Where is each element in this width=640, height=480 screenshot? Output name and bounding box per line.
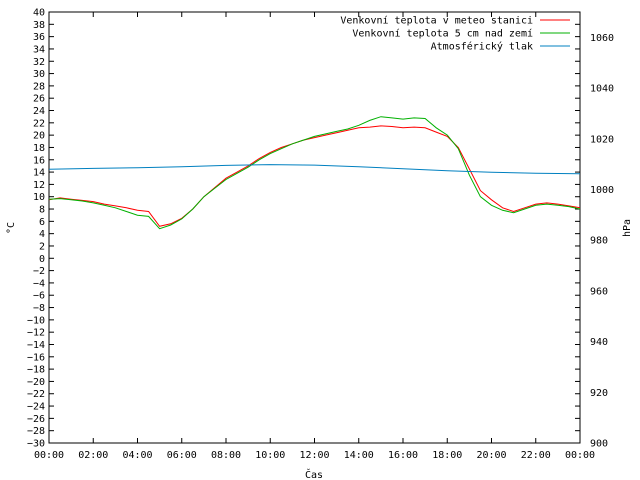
- y2-tick-label: 920: [590, 388, 608, 399]
- y2-tick-label: 1040: [590, 84, 614, 95]
- x-axis-label: Čas: [305, 468, 323, 480]
- y-tick-label: −28: [27, 426, 45, 437]
- x-tick-label: 00:00: [34, 450, 64, 461]
- x-tick-label: 04:00: [122, 450, 152, 461]
- y-tick-label: 40: [33, 8, 45, 19]
- series-line-3: [48, 164, 581, 175]
- y-tick-label: −30: [27, 439, 45, 450]
- y-tick-label: −8: [33, 303, 45, 314]
- x-tick-label: 14:00: [344, 450, 374, 461]
- y-tick-label: 18: [33, 143, 45, 154]
- y-tick-label: −16: [27, 352, 45, 363]
- y-tick-label: −4: [33, 278, 45, 289]
- x-axis-ticks: 00:00 02:00 04:00 06:00 08:00 10:00 12:00 14:00…: [34, 12, 595, 461]
- y2-tick-label: 1020: [590, 134, 614, 145]
- y-axis-ticks: −30−28−26−24−22−20−18−16−14−12−10−8−6−4−…: [27, 8, 580, 450]
- y-tick-label: 26: [33, 94, 45, 105]
- x-tick-label: 08:00: [211, 450, 241, 461]
- y2-tick-label: 980: [590, 236, 608, 247]
- y-tick-label: 10: [33, 192, 45, 203]
- legend-label-1: Venkovní teplota v meteo stanici: [340, 15, 533, 27]
- y-tick-label: 2: [39, 241, 45, 252]
- y-tick-label: 32: [33, 57, 45, 68]
- legend-label-3: Atmosférický tlak: [431, 41, 533, 53]
- x-tick-label: 10:00: [255, 450, 285, 461]
- y-tick-label: 30: [33, 69, 45, 80]
- y-tick-label: 8: [39, 205, 45, 216]
- y-tick-label: −20: [27, 377, 45, 388]
- y-tick-label: −10: [27, 315, 45, 326]
- y-tick-label: 6: [39, 217, 45, 228]
- series-line-1: [48, 125, 581, 227]
- y-tick-label: 34: [33, 44, 45, 55]
- y-tick-label: 36: [33, 32, 45, 43]
- y-tick-label: −26: [27, 414, 45, 425]
- y-tick-label: −12: [27, 328, 45, 339]
- series-lines: [48, 116, 581, 230]
- x-tick-label: 02:00: [78, 450, 108, 461]
- legend-label-2: Venkovní teplota 5 cm nad zemí: [352, 28, 533, 40]
- y-tick-label: 20: [33, 131, 45, 142]
- y-tick-label: −22: [27, 389, 45, 400]
- series-line-2: [48, 116, 581, 230]
- x-tick-label: 16:00: [388, 450, 418, 461]
- y2-tick-label: 940: [590, 337, 608, 348]
- y-tick-label: −2: [33, 266, 45, 277]
- x-tick-label: 00:00: [565, 450, 595, 461]
- y-axis-label: °C: [6, 222, 17, 234]
- y2-tick-label: 1060: [590, 33, 614, 44]
- y-tick-label: 4: [39, 229, 45, 240]
- y-tick-label: 22: [33, 118, 45, 129]
- y2-tick-label: 960: [590, 286, 608, 297]
- y-tick-label: 28: [33, 81, 45, 92]
- y-tick-label: 0: [39, 254, 45, 265]
- y-tick-label: −6: [33, 291, 45, 302]
- x-tick-label: 18:00: [432, 450, 462, 461]
- legend: Venkovní teplota v meteo staniciVenkovní…: [340, 15, 570, 53]
- x-tick-label: 22:00: [521, 450, 551, 461]
- y2-axis-ticks: 900 920 940 960 980 1000 1020 1040 1060: [590, 33, 614, 450]
- y2-axis-label: hPa: [622, 219, 633, 237]
- y-tick-label: 12: [33, 180, 45, 191]
- plot-area: [48, 11, 581, 444]
- y-tick-label: 14: [33, 168, 45, 179]
- x-tick-label: 20:00: [476, 450, 506, 461]
- y-tick-label: −24: [27, 402, 45, 413]
- y-tick-label: −14: [27, 340, 45, 351]
- y-tick-label: −18: [27, 365, 45, 376]
- x-tick-label: 06:00: [167, 450, 197, 461]
- y-tick-label: 24: [33, 106, 45, 117]
- y-tick-label: 16: [33, 155, 45, 166]
- y2-tick-label: 900: [590, 439, 608, 450]
- y2-tick-label: 1000: [590, 185, 614, 196]
- x-tick-label: 12:00: [299, 450, 329, 461]
- y-tick-label: 38: [33, 20, 45, 31]
